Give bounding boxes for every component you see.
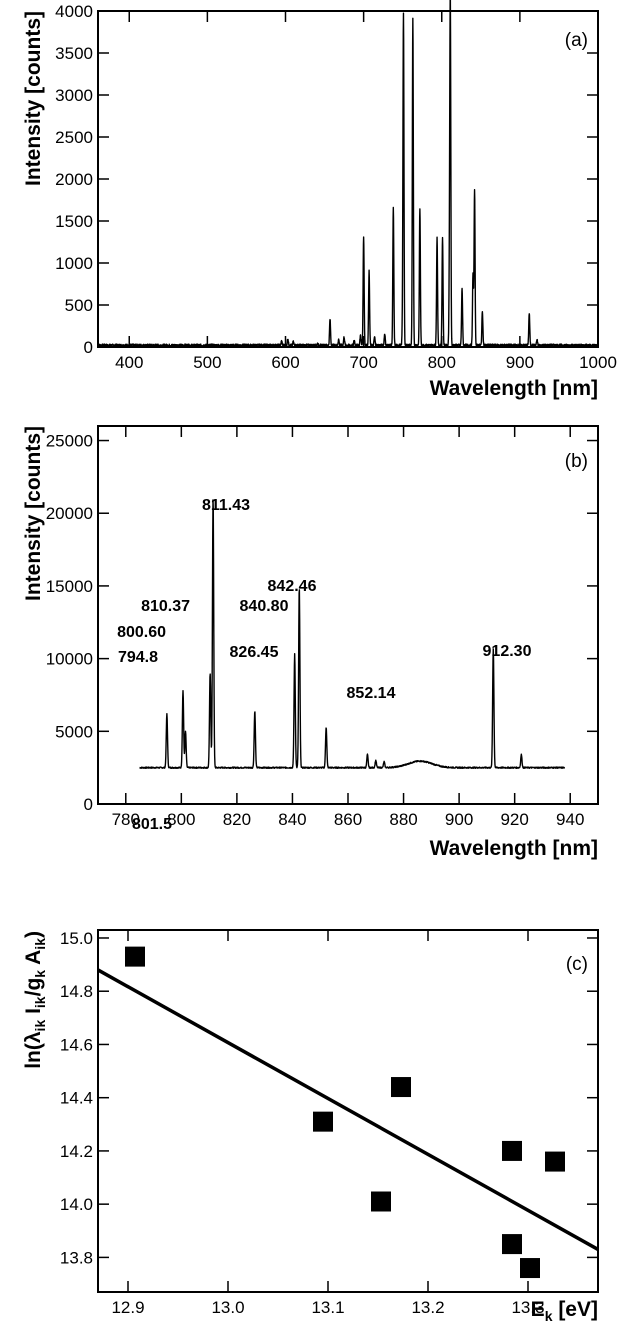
fit-line bbox=[97, 968, 599, 1251]
panel-c-tag: (c) bbox=[566, 954, 588, 975]
panel-c-x-axis-title: Ek [eV] bbox=[531, 1298, 598, 1324]
b-y-tick-label: 25000 bbox=[46, 432, 93, 451]
a-y-tick-label: 2000 bbox=[55, 170, 93, 189]
a-x-tick-label: 400 bbox=[115, 353, 143, 372]
c-y-tick-label: 15.0 bbox=[60, 929, 93, 948]
b-y-tick-label: 10000 bbox=[46, 650, 93, 669]
c-x-tick-label: 13.3 bbox=[511, 1298, 544, 1317]
scatter-point bbox=[371, 1191, 391, 1212]
b-x-tick-label: 840 bbox=[278, 810, 306, 829]
peak-label-801-5: 801.5 bbox=[132, 816, 172, 833]
panel-c: 12.9 13.0 13.1 13.2 13.3 13.8 14.0 14.2 14.4 14.… bbox=[22, 929, 599, 1324]
b-x-tick-label: 940 bbox=[556, 810, 584, 829]
peak-label-826-45: 826.45 bbox=[230, 644, 279, 661]
panel-b-y-ticks: 0 5000 10000 15000 20000 25000 bbox=[46, 432, 598, 814]
x-title-symbol: E bbox=[531, 1298, 545, 1321]
panel-b: 780 800 820 840 860 880 900 920 940 0 5000 10000 15… bbox=[22, 425, 599, 860]
panel-c-y-ticks: 13.8 14.0 14.2 14.4 14.6 14.8 15.0 bbox=[60, 929, 598, 1267]
panel-b-x-axis-title: Wavelength [nm] bbox=[430, 837, 598, 860]
c-y-tick-label: 13.8 bbox=[60, 1248, 93, 1267]
panel-c-y-axis-title: ln(λik Iik/gk Aik) bbox=[22, 931, 48, 1069]
c-x-tick-label: 13.2 bbox=[411, 1298, 444, 1317]
peak-label-840-80: 840.80 bbox=[240, 598, 289, 615]
a-y-tick-label: 500 bbox=[65, 296, 93, 315]
peak-label-852-14: 852.14 bbox=[347, 685, 396, 702]
panel-b-x-ticks: 780 800 820 840 860 880 900 920 940 bbox=[112, 426, 584, 829]
panel-a: 400 500 600 700 800 900 1000 0 500 1000 1500 2000 2… bbox=[22, 0, 617, 400]
c-y-tick-label: 14.8 bbox=[60, 982, 93, 1001]
peak-label-810-37: 810.37 bbox=[141, 598, 190, 615]
b-x-tick-label: 880 bbox=[389, 810, 417, 829]
a-y-tick-label: 3500 bbox=[55, 44, 93, 63]
scatter-point bbox=[545, 1151, 565, 1172]
scatter-point bbox=[502, 1234, 522, 1255]
b-y-tick-label: 5000 bbox=[55, 722, 93, 741]
a-x-tick-label: 600 bbox=[271, 353, 299, 372]
panel-b-frame bbox=[97, 425, 599, 805]
scatter-point bbox=[313, 1111, 333, 1132]
b-x-tick-label: 900 bbox=[445, 810, 473, 829]
b-x-tick-label: 860 bbox=[334, 810, 362, 829]
b-x-tick-label: 820 bbox=[223, 810, 251, 829]
spectrum-a-trace bbox=[97, 0, 599, 348]
c-y-tick-label: 14.0 bbox=[60, 1195, 93, 1214]
a-x-tick-label: 500 bbox=[193, 353, 221, 372]
peak-label-794-8: 794.8 bbox=[118, 649, 158, 666]
a-x-tick-label: 1000 bbox=[579, 353, 617, 372]
a-y-tick-label: 1000 bbox=[55, 254, 93, 273]
panel-a-y-axis-title: Intensity [counts] bbox=[22, 11, 45, 186]
panel-a-tag: (a) bbox=[565, 30, 588, 51]
panel-c-x-ticks: 12.9 13.0 13.1 13.2 13.3 bbox=[111, 930, 545, 1317]
scatter-point bbox=[520, 1258, 540, 1279]
panel-a-y-ticks: 0 500 1000 1500 2000 2500 3000 3500 4000 bbox=[55, 2, 598, 357]
b-x-tick-label: 780 bbox=[112, 810, 140, 829]
a-x-tick-label: 800 bbox=[428, 353, 456, 372]
a-y-tick-label: 0 bbox=[84, 338, 93, 357]
panel-a-x-ticks: 400 500 600 700 800 900 1000 bbox=[115, 11, 617, 372]
scatter-point bbox=[125, 946, 145, 967]
a-y-tick-label: 3000 bbox=[55, 86, 93, 105]
a-y-tick-label: 4000 bbox=[55, 2, 93, 21]
c-y-tick-label: 14.6 bbox=[60, 1035, 93, 1054]
panel-b-y-axis-title: Intensity [counts] bbox=[22, 426, 45, 601]
c-x-tick-label: 13.1 bbox=[311, 1298, 344, 1317]
b-x-tick-label: 800 bbox=[167, 810, 195, 829]
scatter-point bbox=[502, 1140, 522, 1161]
scatter-points bbox=[125, 946, 565, 1279]
peak-label-811-43: 811.43 bbox=[202, 497, 250, 514]
panel-b-tag: (b) bbox=[565, 451, 588, 472]
scatter-point bbox=[391, 1077, 411, 1098]
panel-a-x-axis-title: Wavelength [nm] bbox=[430, 377, 598, 400]
c-y-tick-label: 14.4 bbox=[60, 1089, 93, 1108]
spectrum-b-trace bbox=[139, 499, 566, 770]
x-title-unit: [eV] bbox=[552, 1298, 598, 1321]
a-x-tick-label: 900 bbox=[506, 353, 534, 372]
a-y-tick-label: 1500 bbox=[55, 212, 93, 231]
a-y-tick-label: 2500 bbox=[55, 128, 93, 147]
b-y-tick-label: 15000 bbox=[46, 577, 93, 596]
a-x-tick-label: 700 bbox=[349, 353, 377, 372]
peak-label-842-46: 842.46 bbox=[268, 578, 317, 595]
c-x-tick-label: 13.0 bbox=[211, 1298, 244, 1317]
peak-label-800-60: 800.60 bbox=[117, 624, 166, 641]
x-title-subscript: k bbox=[545, 1308, 553, 1324]
b-x-tick-label: 920 bbox=[500, 810, 528, 829]
c-x-tick-label: 12.9 bbox=[111, 1298, 144, 1317]
c-y-tick-label: 14.2 bbox=[60, 1142, 93, 1161]
panel-a-frame bbox=[97, 10, 599, 348]
b-y-tick-label: 20000 bbox=[46, 504, 93, 523]
panel-c-frame bbox=[97, 929, 599, 1293]
peak-label-912-30: 912.30 bbox=[483, 643, 532, 660]
b-y-tick-label: 0 bbox=[84, 795, 93, 814]
